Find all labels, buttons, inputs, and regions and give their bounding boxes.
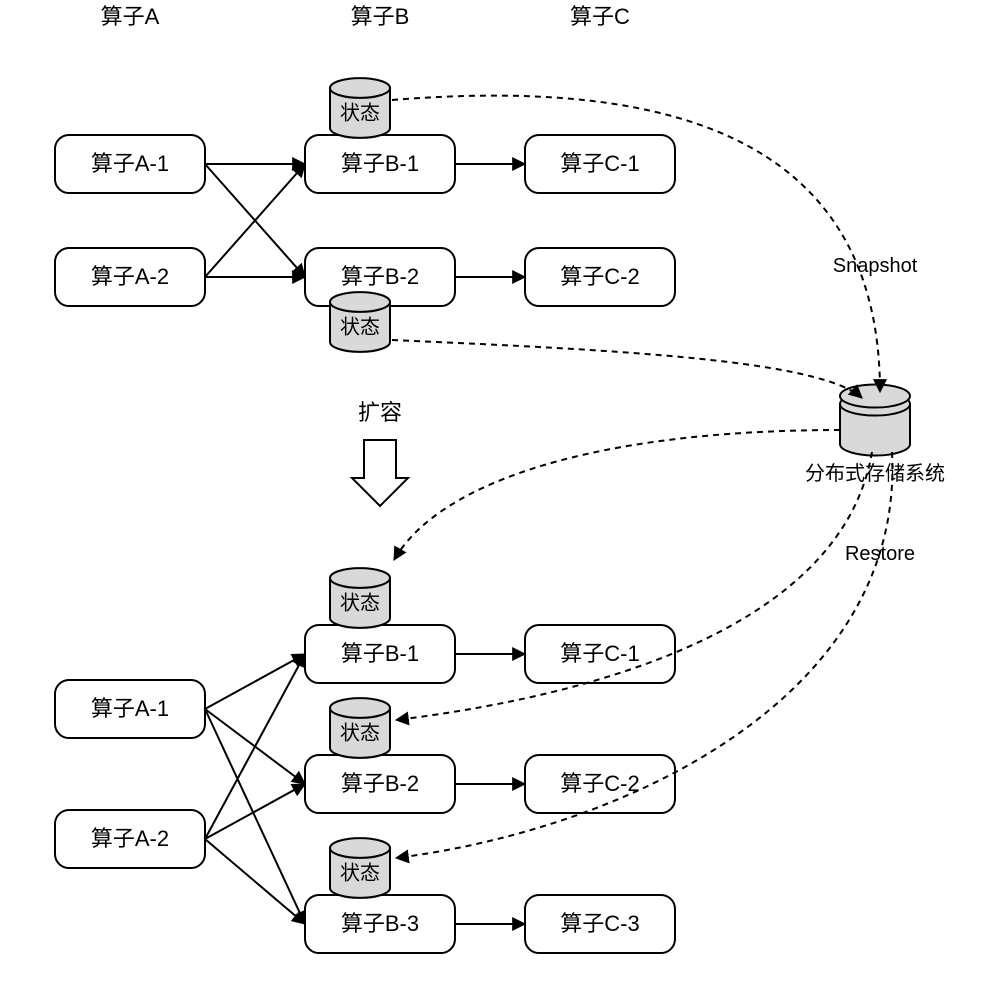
state-cylinder: 状态 <box>330 838 390 898</box>
operator-node: 算子A-1 <box>55 135 205 193</box>
svg-text:算子A-1: 算子A-1 <box>91 151 169 176</box>
svg-text:算子C-1: 算子C-1 <box>560 151 639 176</box>
svg-text:算子B-2: 算子B-2 <box>341 264 419 289</box>
operator-node: 算子C-1 <box>525 625 675 683</box>
svg-text:状态: 状态 <box>340 315 380 338</box>
svg-text:算子B-3: 算子B-3 <box>341 911 419 936</box>
storage-label: 分布式存储系统 <box>805 462 945 485</box>
svg-text:算子B-1: 算子B-1 <box>341 641 419 666</box>
column-header: 算子B <box>351 4 410 29</box>
dashed-edge <box>392 340 862 398</box>
state-cylinder: 状态 <box>330 78 390 138</box>
state-cylinder: 状态 <box>330 698 390 758</box>
column-header: 算子A <box>101 4 160 29</box>
diagram-canvas: 算子A 算子B 算子C 算子A-1 算子A-2 算子B-1 算子B-2 算子C-1 算子C-2 算… <box>0 0 1000 1006</box>
svg-text:算子A-2: 算子A-2 <box>91 826 169 851</box>
operator-node: 算子A-2 <box>55 248 205 306</box>
operator-node: 算子B-1 <box>305 625 455 683</box>
operator-node: 算子B-1 <box>305 135 455 193</box>
svg-text:状态: 状态 <box>340 861 380 884</box>
state-cylinder: 状态 <box>330 568 390 628</box>
svg-text:算子B-2: 算子B-2 <box>341 771 419 796</box>
side-label: Snapshot <box>833 255 918 277</box>
state-cylinder: 状态 <box>330 292 390 352</box>
operator-node: 算子A-2 <box>55 810 205 868</box>
edge <box>205 839 305 924</box>
operator-node: 算子B-3 <box>305 895 455 953</box>
svg-text:算子A-1: 算子A-1 <box>91 696 169 721</box>
svg-text:算子C-2: 算子C-2 <box>560 264 639 289</box>
svg-text:状态: 状态 <box>340 101 380 124</box>
operator-node: 算子C-2 <box>525 248 675 306</box>
scale-arrow-icon <box>352 440 408 506</box>
column-header: 算子C <box>570 4 630 29</box>
svg-text:状态: 状态 <box>340 721 380 744</box>
operator-node: 算子B-2 <box>305 755 455 813</box>
svg-text:算子C-3: 算子C-3 <box>560 911 639 936</box>
svg-text:状态: 状态 <box>340 591 380 614</box>
svg-text:算子B-1: 算子B-1 <box>341 151 419 176</box>
operator-node: 算子C-1 <box>525 135 675 193</box>
operator-node: 算子A-1 <box>55 680 205 738</box>
edge <box>205 709 305 924</box>
svg-text:算子A-2: 算子A-2 <box>91 264 169 289</box>
operator-node: 算子C-2 <box>525 755 675 813</box>
operator-node: 算子C-3 <box>525 895 675 953</box>
svg-text:算子C-1: 算子C-1 <box>560 641 639 666</box>
dashed-edge <box>394 430 840 560</box>
scale-label: 扩容 <box>358 400 402 425</box>
svg-text:算子C-2: 算子C-2 <box>560 771 639 796</box>
